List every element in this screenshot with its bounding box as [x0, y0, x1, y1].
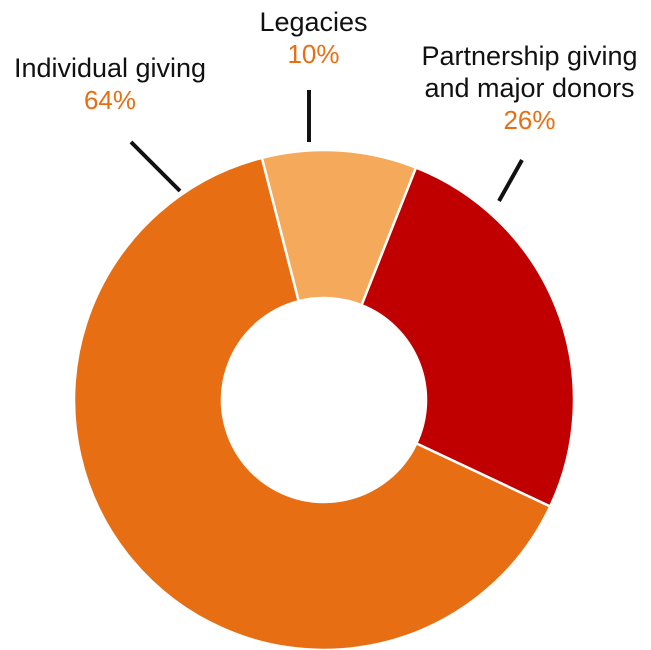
slice-label-legacies: Legacies — [259, 7, 368, 37]
label-legacies: Legacies 10% — [226, 6, 401, 70]
donut-slices — [72, 148, 576, 650]
slice-partnership-giving-and-major-donors — [359, 165, 576, 509]
leader-line-individual-giving — [129, 140, 182, 193]
slice-label-individual-giving: Individual giving — [13, 53, 207, 83]
slice-label-partnership-giving: Partnership giving and major donors — [421, 41, 638, 103]
label-partnership-giving: Partnership giving and major donors 26% — [408, 40, 651, 136]
slice-value-legacies: 10% — [287, 39, 340, 69]
slice-value-individual-giving: 64% — [83, 85, 137, 115]
label-individual-giving: Individual giving 64% — [0, 52, 220, 116]
leader-lines — [129, 90, 524, 202]
slice-value-partnership-giving: 26% — [503, 105, 556, 135]
leader-line-partnership-giving — [497, 159, 524, 202]
